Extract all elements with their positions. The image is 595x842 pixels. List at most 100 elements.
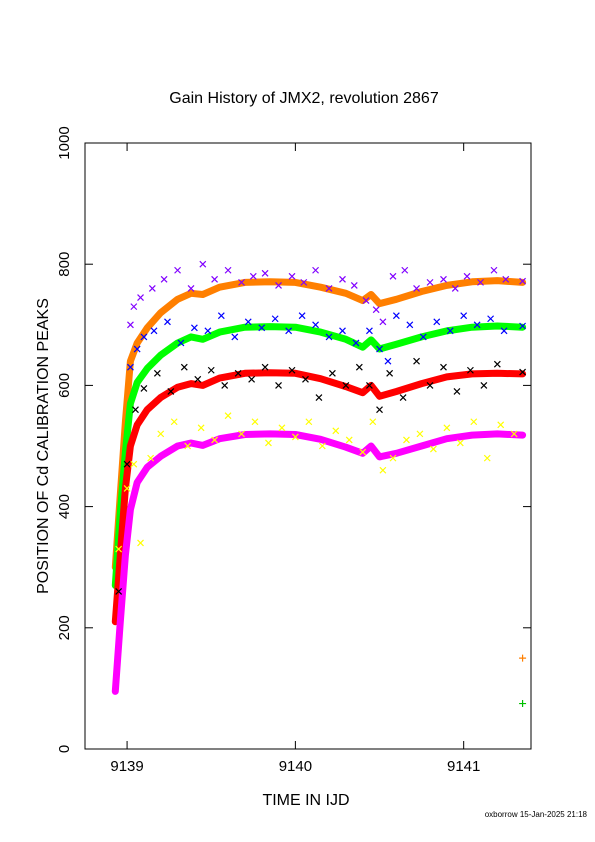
- series-6: [115, 357, 527, 595]
- scatter-point: [342, 381, 350, 389]
- scatter-point: [519, 368, 527, 376]
- scatter-point: [451, 285, 459, 292]
- scatter-point: [132, 406, 139, 414]
- scatter-point: [164, 318, 171, 326]
- scatter-point: [148, 285, 156, 292]
- scatter-point: [389, 272, 397, 280]
- scatter-point: [217, 312, 225, 320]
- scatter-point: [325, 333, 333, 341]
- scatter-point: [413, 285, 420, 292]
- scatter-point: [403, 436, 410, 444]
- scatter-point: [137, 539, 144, 547]
- scatter-point: [426, 278, 434, 286]
- y-tick-label: 400: [56, 494, 73, 519]
- scatter-point: [207, 366, 215, 374]
- scatter-point: [275, 381, 282, 389]
- scatter-point: [147, 454, 155, 462]
- scatter-point: [318, 442, 326, 450]
- scatter-point: [416, 430, 424, 438]
- scatter-point: [302, 375, 309, 383]
- scatter-point: [249, 272, 257, 280]
- scatter-point: [127, 321, 134, 329]
- scatter-point: [298, 312, 306, 320]
- y-tick-label: 800: [56, 252, 73, 277]
- chart-title: Gain History of JMX2, revolution 2867: [169, 90, 439, 107]
- scatter-point: [339, 327, 346, 335]
- scatter-point: [275, 281, 282, 289]
- scatter-point: [238, 278, 245, 286]
- scatter-point: [401, 266, 409, 274]
- scatter-point: [352, 339, 360, 347]
- scatter-point: [399, 394, 407, 401]
- y-axis-label: POSITION OF Cd CALIBRATION PEAKS: [35, 298, 52, 594]
- scatter-point: [115, 588, 123, 595]
- scatter-point: [386, 369, 394, 377]
- scatter-point: [271, 315, 279, 323]
- series-fit-line: [111, 322, 527, 589]
- scatter-point: [221, 381, 229, 389]
- scatter-point: [137, 294, 144, 301]
- scatter-point: [389, 454, 397, 462]
- scatter-point: [443, 424, 451, 432]
- scatter-point: [234, 369, 242, 377]
- scatter-point: [312, 266, 319, 274]
- scatter-point: [265, 439, 272, 447]
- scatter-point: [315, 394, 323, 401]
- scatter-point: [278, 424, 286, 432]
- x-tick-label: 9140: [279, 758, 312, 775]
- scatter-point: [177, 339, 185, 347]
- scatter-point: [157, 430, 165, 438]
- x-tick-label: 9139: [110, 758, 143, 775]
- scatter-point: [446, 327, 454, 335]
- x-axis-label: TIME IN IJD: [262, 792, 349, 809]
- scatter-point: [519, 277, 527, 285]
- scatter-point: [419, 333, 427, 341]
- scatter-point: [140, 385, 148, 392]
- series-0: [111, 277, 527, 571]
- scatter-point: [379, 466, 387, 474]
- marker-point: [519, 654, 527, 662]
- scatter-point: [366, 381, 373, 389]
- scatter-point: [480, 381, 488, 389]
- scatter-point: [355, 363, 363, 371]
- scatter-point: [174, 266, 181, 274]
- scatter-point: [140, 333, 148, 341]
- scatter-point: [211, 275, 219, 283]
- scatter-point: [261, 269, 269, 277]
- scatter-point: [150, 327, 158, 335]
- scatter-point: [406, 321, 414, 329]
- scatter-point: [384, 357, 392, 365]
- data-layer: [111, 260, 527, 708]
- scatter-point: [339, 275, 346, 283]
- series-2: [111, 369, 527, 626]
- scatter-point: [180, 363, 188, 371]
- scatter-point: [123, 484, 131, 492]
- scatter-point: [238, 430, 245, 438]
- scatter-point: [187, 285, 195, 292]
- scatter-point: [288, 272, 296, 280]
- y-tick-label: 600: [56, 373, 73, 398]
- scatter-point: [115, 545, 123, 553]
- scatter-point: [440, 363, 447, 371]
- scatter-point: [359, 448, 367, 456]
- scatter-point: [204, 327, 212, 335]
- scatter-point: [460, 312, 468, 320]
- tick-layer: 0 200 400 600 800 1000 9139 9140 9141: [56, 126, 531, 775]
- scatter-point: [350, 281, 358, 289]
- x-tick-label: 9141: [447, 758, 480, 775]
- scatter-point: [453, 388, 461, 395]
- scatter-point: [184, 442, 192, 450]
- scatter-point: [190, 324, 198, 332]
- scatter-point: [224, 412, 232, 420]
- series-8: [519, 654, 527, 662]
- series-fit-line: [111, 430, 527, 695]
- series-3: [111, 430, 527, 695]
- series-9: [519, 700, 527, 708]
- scatter-point: [483, 454, 491, 462]
- scatter-point: [285, 327, 293, 335]
- marker-point: [519, 700, 527, 708]
- scatter-point: [127, 363, 134, 371]
- y-tick-label: 1000: [56, 126, 73, 159]
- scatter-point: [490, 266, 498, 274]
